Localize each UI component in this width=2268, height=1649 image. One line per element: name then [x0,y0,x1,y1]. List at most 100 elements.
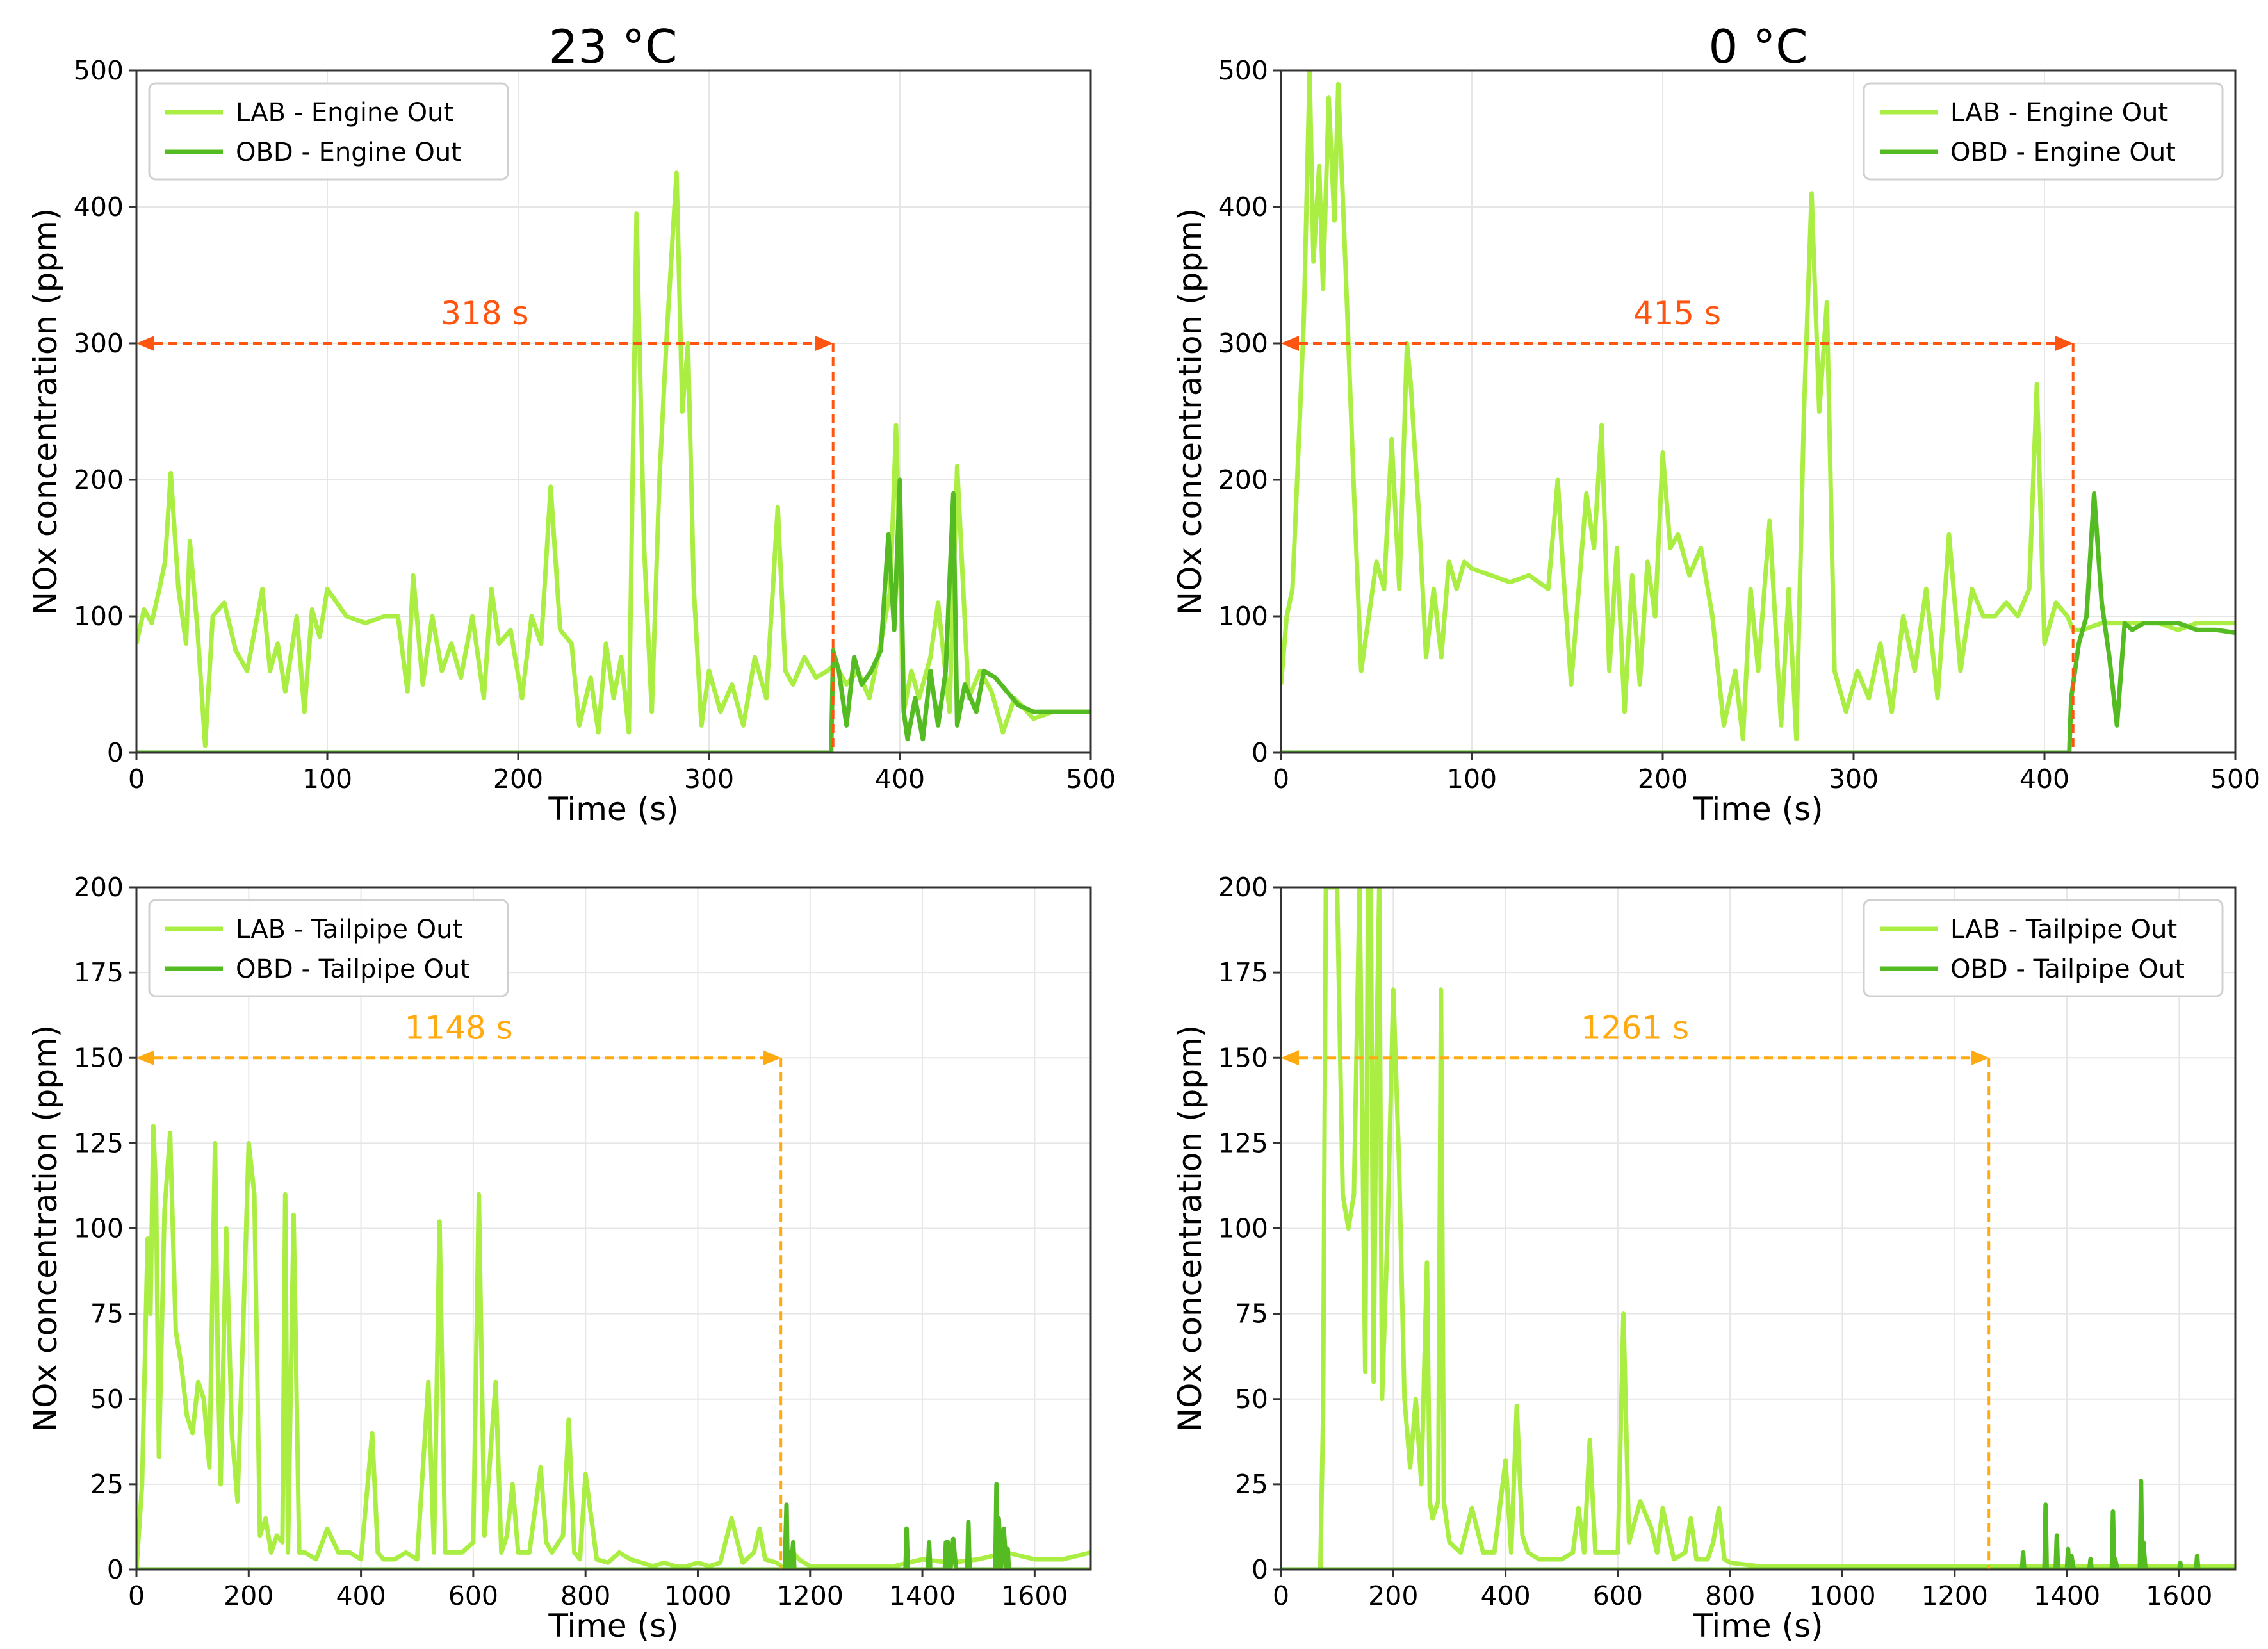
y-tick-label: 150 [1218,1042,1268,1073]
y-tick-label: 100 [1218,1213,1268,1244]
x-tick-label: 400 [336,1580,386,1611]
y-tick-label: 200 [74,872,124,903]
x-tick-label: 200 [224,1580,273,1611]
legend-label-obd: OBD - Tailpipe Out [1950,955,2185,984]
y-tick-label: 175 [74,957,124,988]
y-tick-label: 25 [90,1469,124,1500]
legend-label-lab: LAB - Engine Out [236,98,453,127]
legend-box [1863,899,2224,997]
series-line-obd [1281,491,2235,753]
series-line-lab [1281,887,2235,1570]
x-tick-label: 1200 [1921,1580,1988,1611]
column-title-23c: 23 °C [549,20,678,74]
y-tick-label: 150 [74,1042,124,1073]
x-tick-label: 1600 [1001,1580,1068,1611]
legend-label-lab: LAB - Tailpipe Out [236,915,462,944]
chart-panel-tailpipe-23c: 1148 s 0 200 400 600 800 1000 1200 1400 1600 0 25 50… [27,872,1092,1645]
y-tick-label: 400 [1218,192,1268,222]
x-tick-label: 200 [1368,1580,1418,1611]
y-axis-label: NOx concentration (ppm) [1171,208,1209,616]
x-tick-label: 1400 [889,1580,956,1611]
column-title-0c: 0 °C [1709,20,1808,74]
annotation-arrowhead-right [1971,1050,1989,1066]
x-axis-label: Time (s) [548,791,678,828]
y-tick-label: 200 [74,464,124,495]
x-tick-label: 800 [1705,1580,1755,1611]
x-tick-label: 1000 [1809,1580,1875,1611]
y-axis-label: NOx concentration (ppm) [1171,1025,1209,1432]
annotation-arrowhead-left [1281,1050,1299,1066]
x-tick-label: 600 [448,1580,498,1611]
legend-box [148,899,509,997]
x-tick-label: 1000 [664,1580,731,1611]
legend-box [1863,82,2224,181]
chart-panel-tailpipe-0c: 1261 s 0 200 400 600 800 1000 1200 1400 1600 0 25 50… [1171,872,2237,1645]
legend-label-lab: LAB - Engine Out [1950,98,2168,127]
x-tick-label: 500 [2210,764,2260,794]
x-tick-label: 400 [1480,1580,1530,1611]
x-axis-label: Time (s) [1692,1607,1823,1645]
x-tick-label: 400 [875,764,925,794]
plot-frame [1280,69,2237,754]
chart-panel-engine-23c: 318 s 0 100 200 300 400 500 0 100 200 300 400 500 Tim… [27,55,1116,828]
series-line-obd [1281,1479,2235,1570]
y-tick-label: 400 [74,192,124,222]
y-tick-label: 100 [74,601,124,632]
legend-label-obd: OBD - Engine Out [1950,138,2176,167]
y-tick-label: 75 [90,1299,124,1329]
y-tick-label: 100 [74,1213,124,1244]
y-tick-label: 175 [1218,957,1268,988]
y-tick-label: 25 [1235,1469,1268,1500]
y-tick-label: 125 [74,1128,124,1158]
y-tick-label: 125 [1218,1128,1268,1158]
x-tick-label: 0 [1273,764,1289,794]
y-tick-label: 300 [74,328,124,359]
annotation-arrowhead-right [2055,336,2073,351]
x-tick-label: 800 [560,1580,610,1611]
annotation-label: 1261 s [1581,1009,1689,1046]
series-line-lab [136,1124,1091,1570]
x-tick-label: 0 [128,764,145,794]
y-tick-label: 0 [1252,737,1268,768]
series-line-lab [1281,70,2235,742]
x-axis-label: Time (s) [1692,791,1823,828]
x-tick-label: 1600 [2146,1580,2212,1611]
series-line-obd [136,1482,1091,1570]
x-tick-label: 200 [493,764,543,794]
x-tick-label: 600 [1593,1580,1643,1611]
y-tick-label: 300 [1218,328,1268,359]
y-tick-label: 500 [1218,55,1268,86]
legend-label-obd: OBD - Tailpipe Out [236,955,470,984]
y-tick-label: 200 [1218,872,1268,903]
x-tick-label: 100 [302,764,352,794]
y-axis-label: NOx concentration (ppm) [27,208,64,616]
x-tick-label: 200 [1638,764,1688,794]
x-tick-label: 500 [1066,764,1116,794]
y-axis-label: NOx concentration (ppm) [27,1025,64,1432]
y-tick-label: 50 [90,1384,124,1415]
annotation-label: 318 s [441,295,528,332]
legend-label-lab: LAB - Tailpipe Out [1950,915,2177,944]
chart-panel-engine-0c: 415 s 0 100 200 300 400 500 0 100 200 300 400 500 Tim… [1171,55,2260,828]
series-line-lab [136,170,1091,748]
annotation-label: 415 s [1633,295,1721,332]
annotation-arrowhead-left [1281,336,1299,351]
annotation-arrowhead-right [763,1050,781,1066]
plot-frame [135,69,1092,754]
x-tick-label: 100 [1447,764,1497,794]
y-tick-label: 0 [1252,1554,1268,1585]
x-axis-label: Time (s) [548,1607,678,1645]
y-tick-label: 75 [1235,1299,1268,1329]
x-tick-label: 300 [684,764,734,794]
legend-label-obd: OBD - Engine Out [236,138,461,167]
x-tick-label: 0 [1273,1580,1289,1611]
x-tick-label: 300 [1829,764,1879,794]
y-tick-label: 100 [1218,601,1268,632]
annotation-arrowhead-right [815,336,833,351]
x-tick-label: 400 [2019,764,2069,794]
y-tick-label: 50 [1235,1384,1268,1415]
annotation-label: 1148 s [404,1009,512,1046]
series-line-obd [136,477,1091,753]
annotation-arrowhead-left [136,336,154,351]
